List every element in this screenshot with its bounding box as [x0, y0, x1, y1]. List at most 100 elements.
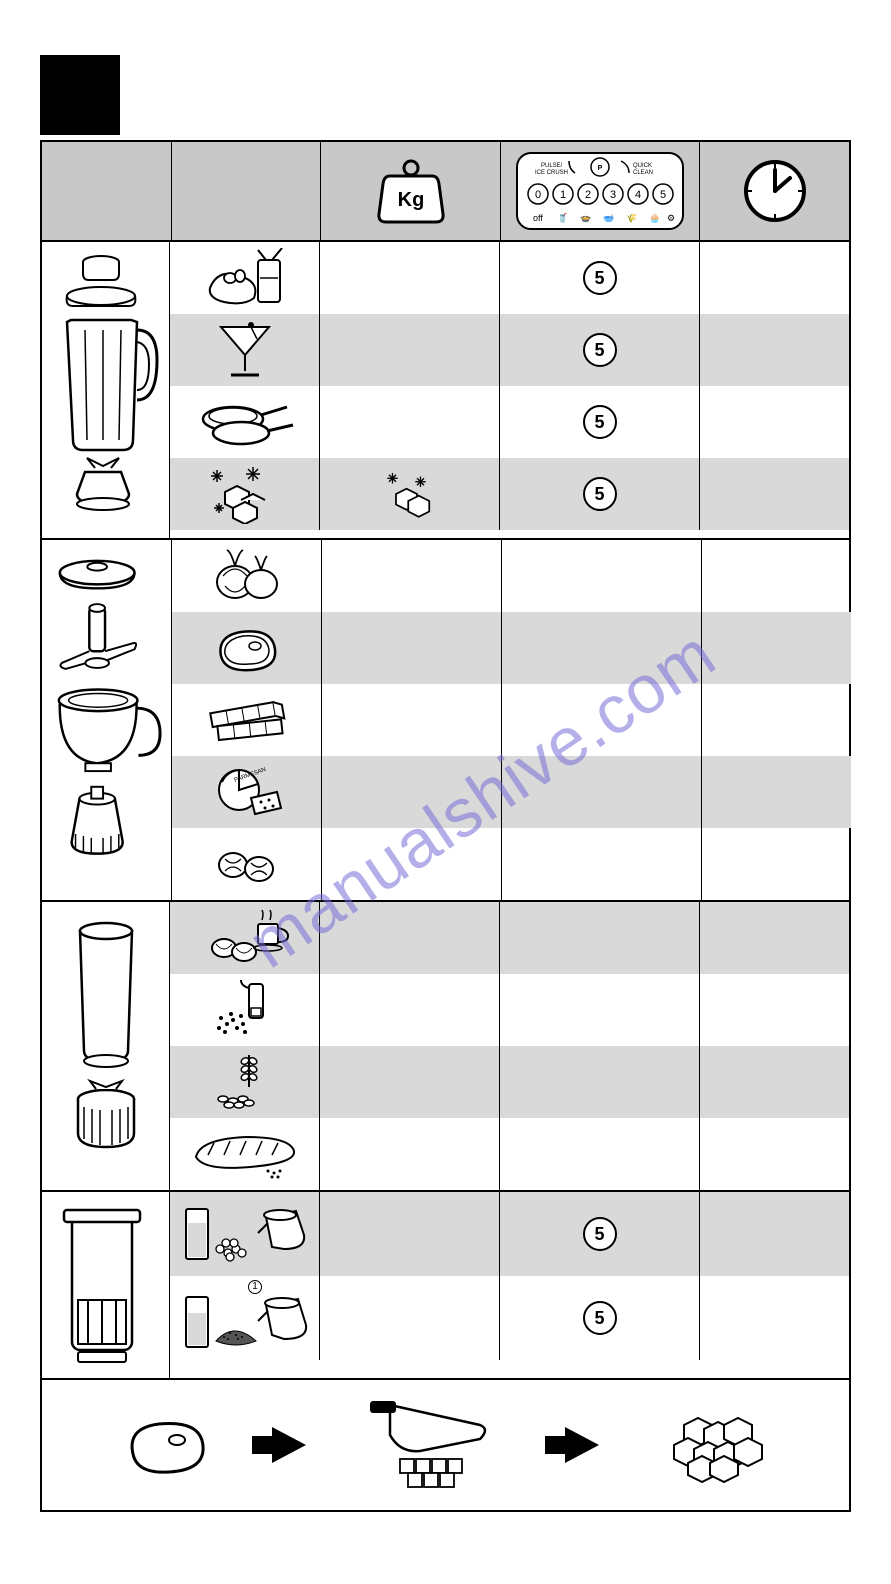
usage-table: Kg PULSE/ ICE CRUSH QUICK CLEAN P 0 1 — [40, 140, 851, 1512]
speed-badge: 5 — [583, 1217, 617, 1251]
weight-cell — [322, 756, 502, 828]
speed-cell: 5 — [500, 1276, 700, 1360]
food-onions — [172, 540, 322, 612]
time-cell — [700, 458, 849, 530]
meat-cubes-pile-icon — [654, 1405, 774, 1485]
speed-cell — [502, 828, 702, 900]
time-cell — [700, 386, 849, 458]
speed-cell: 5 — [500, 386, 700, 458]
table-row — [172, 684, 851, 756]
weight-cell — [320, 1046, 500, 1118]
speed-value: 5 — [594, 412, 604, 433]
speed-badge: 5 — [583, 1301, 617, 1335]
speed-cell — [502, 540, 702, 612]
svg-text:P: P — [598, 165, 603, 172]
svg-text:🥣: 🥣 — [603, 213, 614, 223]
speed-cell — [500, 1118, 700, 1190]
table-row — [170, 1046, 849, 1118]
grain-wheat-icon — [205, 1051, 285, 1113]
time-cell — [700, 242, 849, 314]
table-row — [172, 828, 851, 900]
speed-badge: 5 — [583, 333, 617, 367]
weight-cell — [320, 902, 500, 974]
grains-glass-jug-icon — [180, 1283, 310, 1353]
svg-text:CLEAN: CLEAN — [633, 170, 653, 176]
table-row: 5 — [170, 1192, 849, 1276]
header-control-panel: PULSE/ ICE CRUSH QUICK CLEAN P 0 1 2 3 4… — [501, 142, 701, 240]
svg-text:4: 4 — [635, 189, 641, 201]
control-panel-icon: PULSE/ ICE CRUSH QUICK CLEAN P 0 1 2 3 4… — [515, 151, 685, 231]
time-cell — [700, 1046, 849, 1118]
page-corner-tab — [40, 55, 120, 135]
meat-steak-icon — [117, 1410, 217, 1480]
food-pepper — [170, 974, 320, 1046]
food-grainmilk: 1 — [170, 1276, 320, 1360]
table-row: PARMESAN — [172, 756, 851, 828]
fruit-smoothie-icon — [200, 248, 290, 308]
food-walnuts — [172, 828, 322, 900]
soybeans-glass-jug-icon — [180, 1199, 310, 1269]
svg-text:ICE CRUSH: ICE CRUSH — [535, 170, 568, 176]
coffee-beans-cup-icon — [200, 910, 290, 966]
section-grinder — [42, 902, 849, 1192]
time-cell — [700, 902, 849, 974]
time-cell — [700, 314, 849, 386]
kg-weight-icon: Kg — [376, 156, 446, 226]
meat-steak-icon — [207, 620, 287, 676]
time-cell — [702, 540, 851, 612]
weight-cell — [320, 1192, 500, 1276]
speed-cell: 5 — [500, 458, 700, 530]
clock-icon — [742, 158, 808, 224]
time-cell — [702, 756, 851, 828]
table-row — [172, 540, 851, 612]
svg-text:off: off — [533, 213, 543, 223]
ice-cubes-snow-icon — [375, 466, 445, 522]
ice-cubes-snow-icon — [205, 464, 285, 524]
speed-badge: 5 — [583, 477, 617, 511]
weight-cell — [320, 314, 500, 386]
manual-page: Kg PULSE/ ICE CRUSH QUICK CLEAN P 0 1 — [0, 0, 891, 1584]
time-cell — [700, 1276, 849, 1360]
knife-cubing-meat-icon — [360, 1395, 510, 1495]
table-row: 1 5 — [170, 1276, 849, 1360]
time-cell — [702, 828, 851, 900]
attachment-blender-jug — [42, 242, 170, 538]
weight-cell — [322, 612, 502, 684]
speed-cell: 5 — [500, 1192, 700, 1276]
onions-icon — [207, 548, 287, 604]
parmesan-cheese-icon: PARMESAN — [205, 764, 289, 820]
time-cell — [700, 1118, 849, 1190]
cocktail-glass-icon — [215, 321, 275, 379]
food-meat — [172, 612, 322, 684]
speed-value: 5 — [594, 1308, 604, 1329]
drink-maker-icon — [58, 1200, 153, 1370]
table-row: 5 — [170, 458, 849, 530]
table-header-row: Kg PULSE/ ICE CRUSH QUICK CLEAN P 0 1 — [42, 142, 849, 242]
attachment-grinder-mill — [42, 902, 170, 1190]
frying-pans-icon — [195, 397, 295, 447]
food-bread — [170, 1118, 320, 1190]
speed-cell — [500, 1046, 700, 1118]
svg-text:5: 5 — [660, 189, 666, 201]
food-fruit-smoothie — [170, 242, 320, 314]
food-pans — [170, 386, 320, 458]
speed-cell — [502, 612, 702, 684]
chocolate-bars-icon — [202, 695, 292, 745]
svg-text:2: 2 — [585, 189, 591, 201]
attachment-chopper-bowl — [42, 540, 172, 900]
prep-sequence — [42, 1380, 849, 1510]
food-coffee — [170, 902, 320, 974]
svg-text:🥤: 🥤 — [557, 212, 568, 223]
speed-value: 5 — [594, 340, 604, 361]
svg-text:🌾: 🌾 — [626, 213, 637, 223]
speed-badge: 5 — [583, 405, 617, 439]
svg-text:1: 1 — [560, 189, 566, 201]
time-cell — [702, 684, 851, 756]
table-row — [170, 1118, 849, 1190]
weight-cell — [322, 828, 502, 900]
speed-cell — [502, 684, 702, 756]
food-parmesan: PARMESAN — [172, 756, 322, 828]
baguette-crumbs-icon — [190, 1129, 300, 1179]
speed-badge: 5 — [583, 261, 617, 295]
food-chocolate — [172, 684, 322, 756]
